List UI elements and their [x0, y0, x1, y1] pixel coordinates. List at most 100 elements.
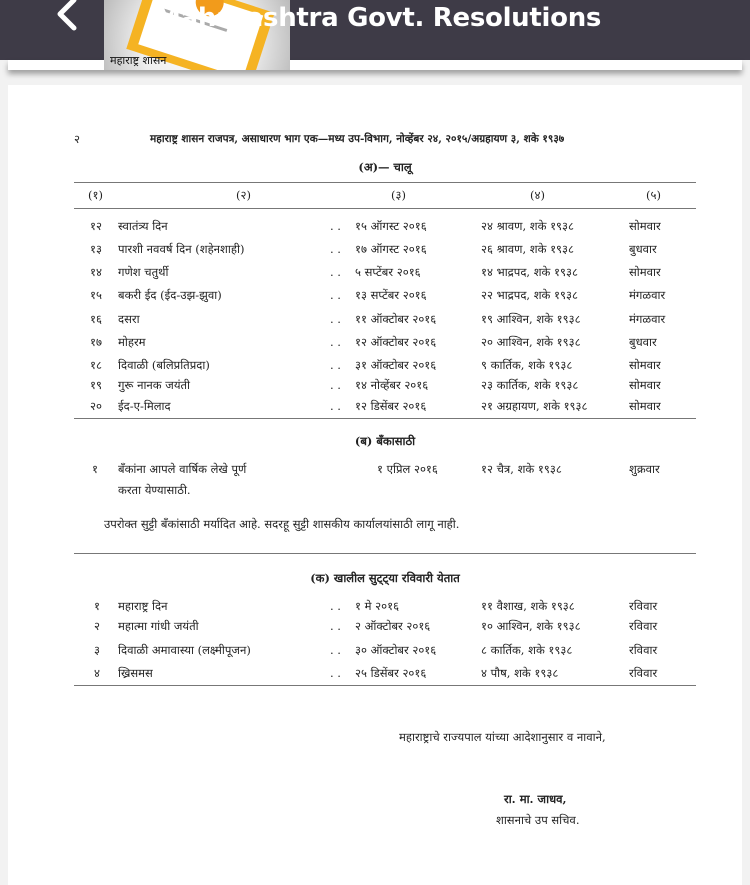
table-cell-name: महाराष्ट्र दिन — [118, 599, 168, 613]
signature-order: महाराष्ट्राचे राज्यपाल यांच्या आदेशानुसा… — [399, 730, 606, 744]
table-cell-no: १७ — [90, 335, 102, 349]
table-cell-name: मोहरम — [118, 335, 146, 349]
section-a-title: (अ)— चालू — [358, 160, 412, 174]
table-cell-sep: . . — [330, 265, 341, 279]
table-cell-sep: . . — [330, 643, 341, 657]
table-cell-name: महात्मा गांधी जयंती — [118, 619, 199, 633]
table-cell-name: दिवाळी (बलिप्रतिप्रदा) — [118, 358, 210, 372]
table-cell-date: १४ नोव्हेंबर २०१६ — [355, 378, 429, 392]
gazette-header: महाराष्ट्र शासन राजपत्र, असाधारण भाग एक—… — [150, 133, 565, 145]
column-header: (१) — [88, 188, 103, 202]
table-cell-no: १६ — [90, 312, 102, 326]
table-cell-saka: ९ कार्तिक, शके १९३८ — [481, 358, 573, 372]
table-cell-name-cont: करता येण्यासाठी. — [118, 483, 191, 497]
divider — [74, 418, 696, 419]
table-cell-sep: . . — [330, 312, 341, 326]
table-cell-name: ईद-ए-मिलाद — [118, 399, 171, 413]
table-cell-name: गणेश चतुर्थी — [118, 265, 169, 279]
divider — [74, 208, 696, 209]
table-cell-name: बकरी ईद (ईद-उझ-झुवा) — [118, 288, 222, 302]
table-cell-name: दसरा — [118, 312, 140, 326]
table-cell-no: २ — [94, 619, 100, 633]
table-cell-sep: . . — [330, 666, 341, 680]
table-cell-day: सोमवार — [629, 358, 661, 372]
table-cell-saka: २४ श्रावण, शके १९३८ — [481, 219, 574, 233]
document-page — [8, 85, 742, 885]
table-cell-saka: ११ वैशाख, शके १९३८ — [481, 599, 575, 613]
table-cell-no: १ — [92, 462, 98, 476]
table-cell-no: १५ — [90, 288, 102, 302]
table-cell-date: ११ ऑक्टोबर २०१६ — [355, 312, 437, 326]
table-cell-sep: . . — [330, 242, 341, 256]
section-c-title: (क) खालील सुट्ट्या रविवारी येतात — [310, 571, 460, 585]
table-cell-date: ३० ऑक्टोबर २०१६ — [355, 643, 437, 657]
divider — [74, 182, 696, 183]
table-cell-date: १२ ऑक्टोबर २०१६ — [355, 335, 437, 349]
chevron-left-icon — [57, 0, 77, 31]
divider — [74, 685, 696, 686]
table-cell-date: ५ सप्टेंबर २०१६ — [355, 265, 421, 279]
table-cell-saka: ४ पौष, शके १९३८ — [481, 666, 559, 680]
table-cell-day: रविवार — [629, 666, 658, 680]
table-cell-day: बुधवार — [629, 242, 657, 256]
table-cell-date: २ ऑक्टोबर २०१६ — [355, 619, 431, 633]
table-cell-saka: १४ भाद्रपद, शके १९३८ — [481, 265, 578, 279]
bank-note: उपरोक्त सुट्टी बँकांसाठी मर्यादित आहे. स… — [104, 517, 460, 531]
table-cell-day: रविवार — [629, 599, 658, 613]
table-cell-name: दिवाळी अमावास्या (लक्ष्मीपूजन) — [118, 643, 251, 657]
column-header: (४) — [530, 188, 545, 202]
table-cell-no: १ — [94, 599, 100, 613]
table-cell-saka: २३ कार्तिक, शके १९३८ — [481, 378, 579, 392]
table-cell-day: सोमवार — [629, 399, 661, 413]
table-cell-day: रविवार — [629, 643, 658, 657]
table-cell-saka: १० आश्विन, शके १९३८ — [481, 619, 581, 633]
table-cell-name: ख्रिसमस — [118, 666, 153, 680]
signatory-designation: शासनाचे उप सचिव. — [496, 813, 580, 827]
table-cell-sep: . . — [330, 335, 341, 349]
table-cell-date: १७ ऑगस्ट २०१६ — [355, 242, 427, 256]
table-cell-saka: २१ अग्रहायण, शके १९३८ — [481, 399, 588, 413]
app-bar-shadow-strip — [8, 60, 742, 70]
table-cell-saka: २० आश्विन, शके १९३८ — [481, 335, 581, 349]
table-cell-no: १२ — [90, 219, 102, 233]
table-cell-saka: १९ आश्विन, शके १९३८ — [481, 312, 581, 326]
table-cell-day: रविवार — [629, 619, 658, 633]
table-cell-sep: . . — [330, 619, 341, 633]
table-cell-no: १९ — [90, 378, 102, 392]
table-cell-date: १३ सप्टेंबर २०१६ — [355, 288, 427, 302]
table-cell-date: १२ डिसेंबर २०१६ — [355, 399, 427, 413]
table-cell-day: सोमवार — [629, 378, 661, 392]
app-title: Maharashtra Govt. Resolutions — [155, 3, 602, 33]
table-cell-name: स्वातंत्र्य दिन — [118, 219, 168, 233]
table-cell-sep: . . — [330, 358, 341, 372]
back-button[interactable] — [48, 0, 88, 40]
table-cell-date: १ एप्रिल २०१६ — [377, 462, 438, 476]
section-b-title: (ब) बँकासाठी — [354, 434, 416, 448]
table-cell-sep: . . — [330, 219, 341, 233]
signatory-name: रा. मा. जाधव, — [504, 792, 567, 806]
table-cell-day: बुधवार — [629, 335, 657, 349]
column-header: (५) — [646, 188, 661, 202]
table-cell-day: मंगळवार — [629, 312, 666, 326]
logo-text: महाराष्ट्र शासन — [110, 54, 167, 67]
table-cell-date: १ मे २०१६ — [355, 599, 400, 613]
table-cell-day: शुक्रवार — [629, 462, 660, 476]
table-cell-no: २० — [90, 399, 102, 413]
table-cell-no: १३ — [90, 242, 102, 256]
table-cell-saka: २६ श्रावण, शके १९३८ — [481, 242, 574, 256]
table-cell-no: ४ — [94, 666, 100, 680]
logo-document-icon: महाराष्ट्र शासन — [110, 0, 275, 70]
table-cell-date: २५ डिसेंबर २०१६ — [355, 666, 427, 680]
table-cell-no: १८ — [90, 358, 102, 372]
table-cell-saka: २२ भाद्रपद, शके १९३८ — [481, 288, 578, 302]
table-cell-day: सोमवार — [629, 265, 661, 279]
table-cell-no: १४ — [90, 265, 102, 279]
table-cell-sep: . . — [330, 288, 341, 302]
table-cell-date: १५ ऑगस्ट २०१६ — [355, 219, 427, 233]
table-cell-date: ३१ ऑक्टोबर २०१६ — [355, 358, 437, 372]
page-number: २ — [74, 132, 80, 146]
table-cell-name: पारशी नववर्ष दिन (शहेनशाही) — [118, 242, 245, 256]
table-cell-no: ३ — [94, 643, 100, 657]
table-cell-sep: . . — [330, 399, 341, 413]
table-cell-sep: . . — [330, 599, 341, 613]
